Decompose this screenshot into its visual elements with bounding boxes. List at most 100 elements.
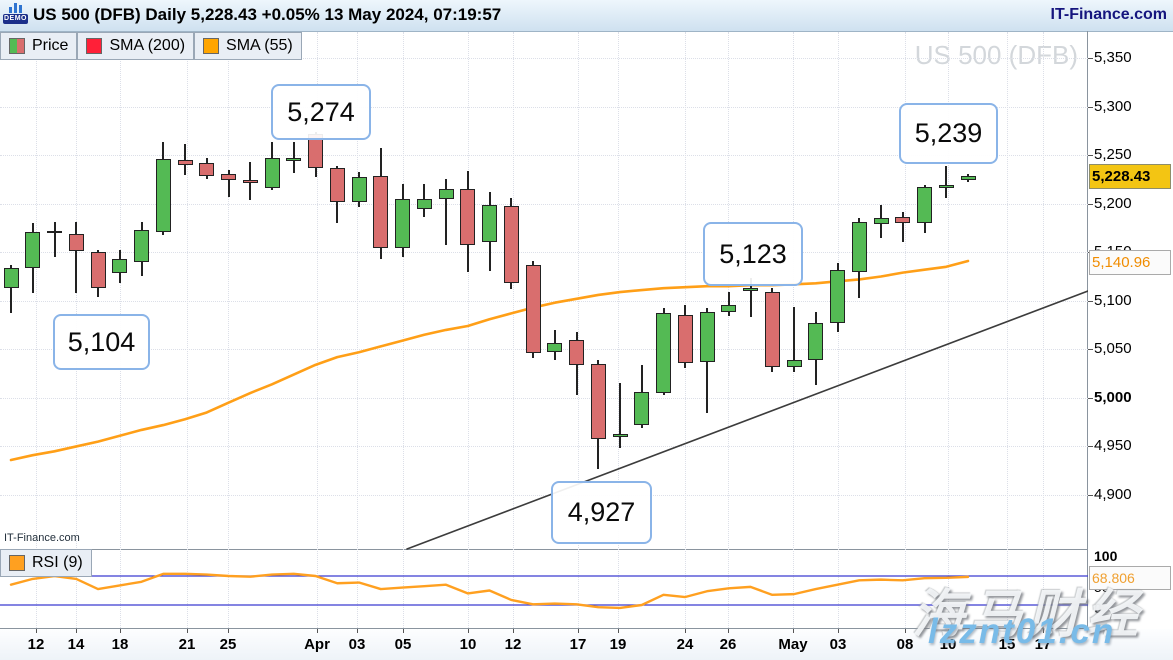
candle[interactable] (917, 187, 932, 224)
candle[interactable] (134, 229, 149, 262)
candle[interactable] (395, 198, 410, 249)
time-tick-mark (1043, 629, 1044, 633)
h-gridline (0, 203, 1088, 205)
candle[interactable] (242, 180, 258, 184)
candle[interactable] (482, 204, 497, 243)
candle[interactable] (938, 185, 954, 188)
candle-wick (945, 165, 948, 198)
candle[interactable] (721, 304, 737, 313)
price-legend-row: Price SMA (200) SMA (55) (0, 32, 302, 60)
candle[interactable] (525, 264, 541, 354)
price-tick-label: 5,200 (1094, 194, 1132, 212)
price-annotation[interactable]: 5,274 (271, 84, 371, 140)
candle[interactable] (786, 360, 802, 367)
trendline[interactable] (406, 290, 1088, 550)
candle[interactable] (460, 189, 476, 246)
price-annotation[interactable]: 5,104 (53, 314, 150, 370)
time-tick-mark (403, 629, 404, 633)
h-gridline (0, 155, 1088, 157)
candle[interactable] (677, 315, 693, 363)
time-label: May (778, 636, 808, 653)
candle[interactable] (68, 233, 84, 252)
candle[interactable] (90, 252, 106, 289)
candle[interactable] (634, 392, 650, 426)
time-label: 03 (829, 636, 847, 653)
time-tick-mark (317, 629, 318, 633)
time-tick-mark (228, 629, 229, 633)
candle[interactable] (503, 205, 519, 284)
legend-sma55[interactable]: SMA (55) (194, 32, 302, 60)
price-annotation[interactable]: 5,123 (703, 222, 803, 286)
candle[interactable] (830, 269, 845, 324)
rsi-value-badge: 68.806 (1089, 566, 1171, 590)
price-tick-mark (1088, 397, 1093, 399)
legend-price-label: Price (32, 37, 69, 54)
candle-wick (727, 292, 730, 317)
candle[interactable] (895, 217, 911, 224)
candle[interactable] (569, 339, 584, 365)
legend-sma200[interactable]: SMA (200) (77, 32, 195, 60)
candle[interactable] (221, 173, 236, 181)
candle[interactable] (438, 189, 454, 199)
candle[interactable] (155, 158, 171, 232)
demo-account-icon: DEMO (3, 3, 28, 27)
h-gridline (0, 252, 1088, 254)
v-gridline (728, 32, 729, 628)
candle[interactable] (373, 176, 389, 249)
h-gridline (0, 300, 1088, 302)
candle[interactable] (264, 158, 280, 189)
candle[interactable] (960, 176, 976, 181)
price-tick-label: 4,950 (1094, 437, 1132, 455)
candle[interactable] (699, 312, 715, 362)
candle[interactable] (612, 433, 628, 437)
time-tick-mark (618, 629, 619, 633)
legend-rsi[interactable]: RSI (9) (0, 549, 92, 577)
v-gridline (618, 32, 619, 628)
v-gridline (468, 32, 469, 628)
price-annotation[interactable]: 5,239 (899, 103, 998, 164)
candle[interactable] (177, 159, 193, 165)
h-gridline (0, 58, 1088, 59)
v-gridline (403, 32, 404, 628)
candle[interactable] (547, 342, 563, 353)
sma55-line[interactable] (9, 259, 970, 462)
h-gridline (0, 494, 1088, 496)
price-panel (0, 31, 1088, 549)
time-axis-strip[interactable] (0, 629, 1173, 660)
candle-wick (445, 179, 447, 246)
legend-price[interactable]: Price (0, 32, 78, 60)
candle[interactable] (590, 363, 606, 439)
v-gridline (578, 32, 579, 628)
candle[interactable] (25, 231, 41, 268)
time-label: 05 (394, 636, 412, 653)
candle[interactable] (351, 177, 367, 202)
candle[interactable] (3, 267, 19, 289)
brand-link[interactable]: IT-Finance.com (1050, 6, 1167, 23)
price-tick-label: 5,300 (1094, 97, 1132, 115)
candle[interactable] (199, 162, 215, 177)
time-tick-mark (838, 629, 839, 633)
rsi-line[interactable] (9, 572, 970, 610)
candle[interactable] (329, 167, 345, 202)
price-tick-label: 5,050 (1094, 340, 1132, 358)
time-tick-mark (728, 629, 729, 633)
v-gridline (317, 32, 318, 628)
time-tick-mark (513, 629, 514, 633)
time-label: 15 (998, 636, 1016, 653)
candle[interactable] (47, 230, 62, 234)
candle[interactable] (112, 259, 128, 273)
candle[interactable] (416, 198, 432, 209)
candle[interactable] (873, 218, 889, 225)
candle[interactable] (656, 313, 671, 394)
candle[interactable] (743, 288, 758, 291)
time-label: 26 (719, 636, 737, 653)
time-label: 19 (609, 636, 627, 653)
price-annotation[interactable]: 4,927 (551, 481, 652, 544)
candle[interactable] (851, 222, 867, 272)
candle[interactable] (764, 292, 780, 367)
candle[interactable] (808, 323, 824, 360)
time-label: 24 (676, 636, 694, 653)
candle[interactable] (286, 158, 302, 161)
time-label: 10 (459, 636, 477, 653)
price-swatch-icon (9, 38, 25, 54)
